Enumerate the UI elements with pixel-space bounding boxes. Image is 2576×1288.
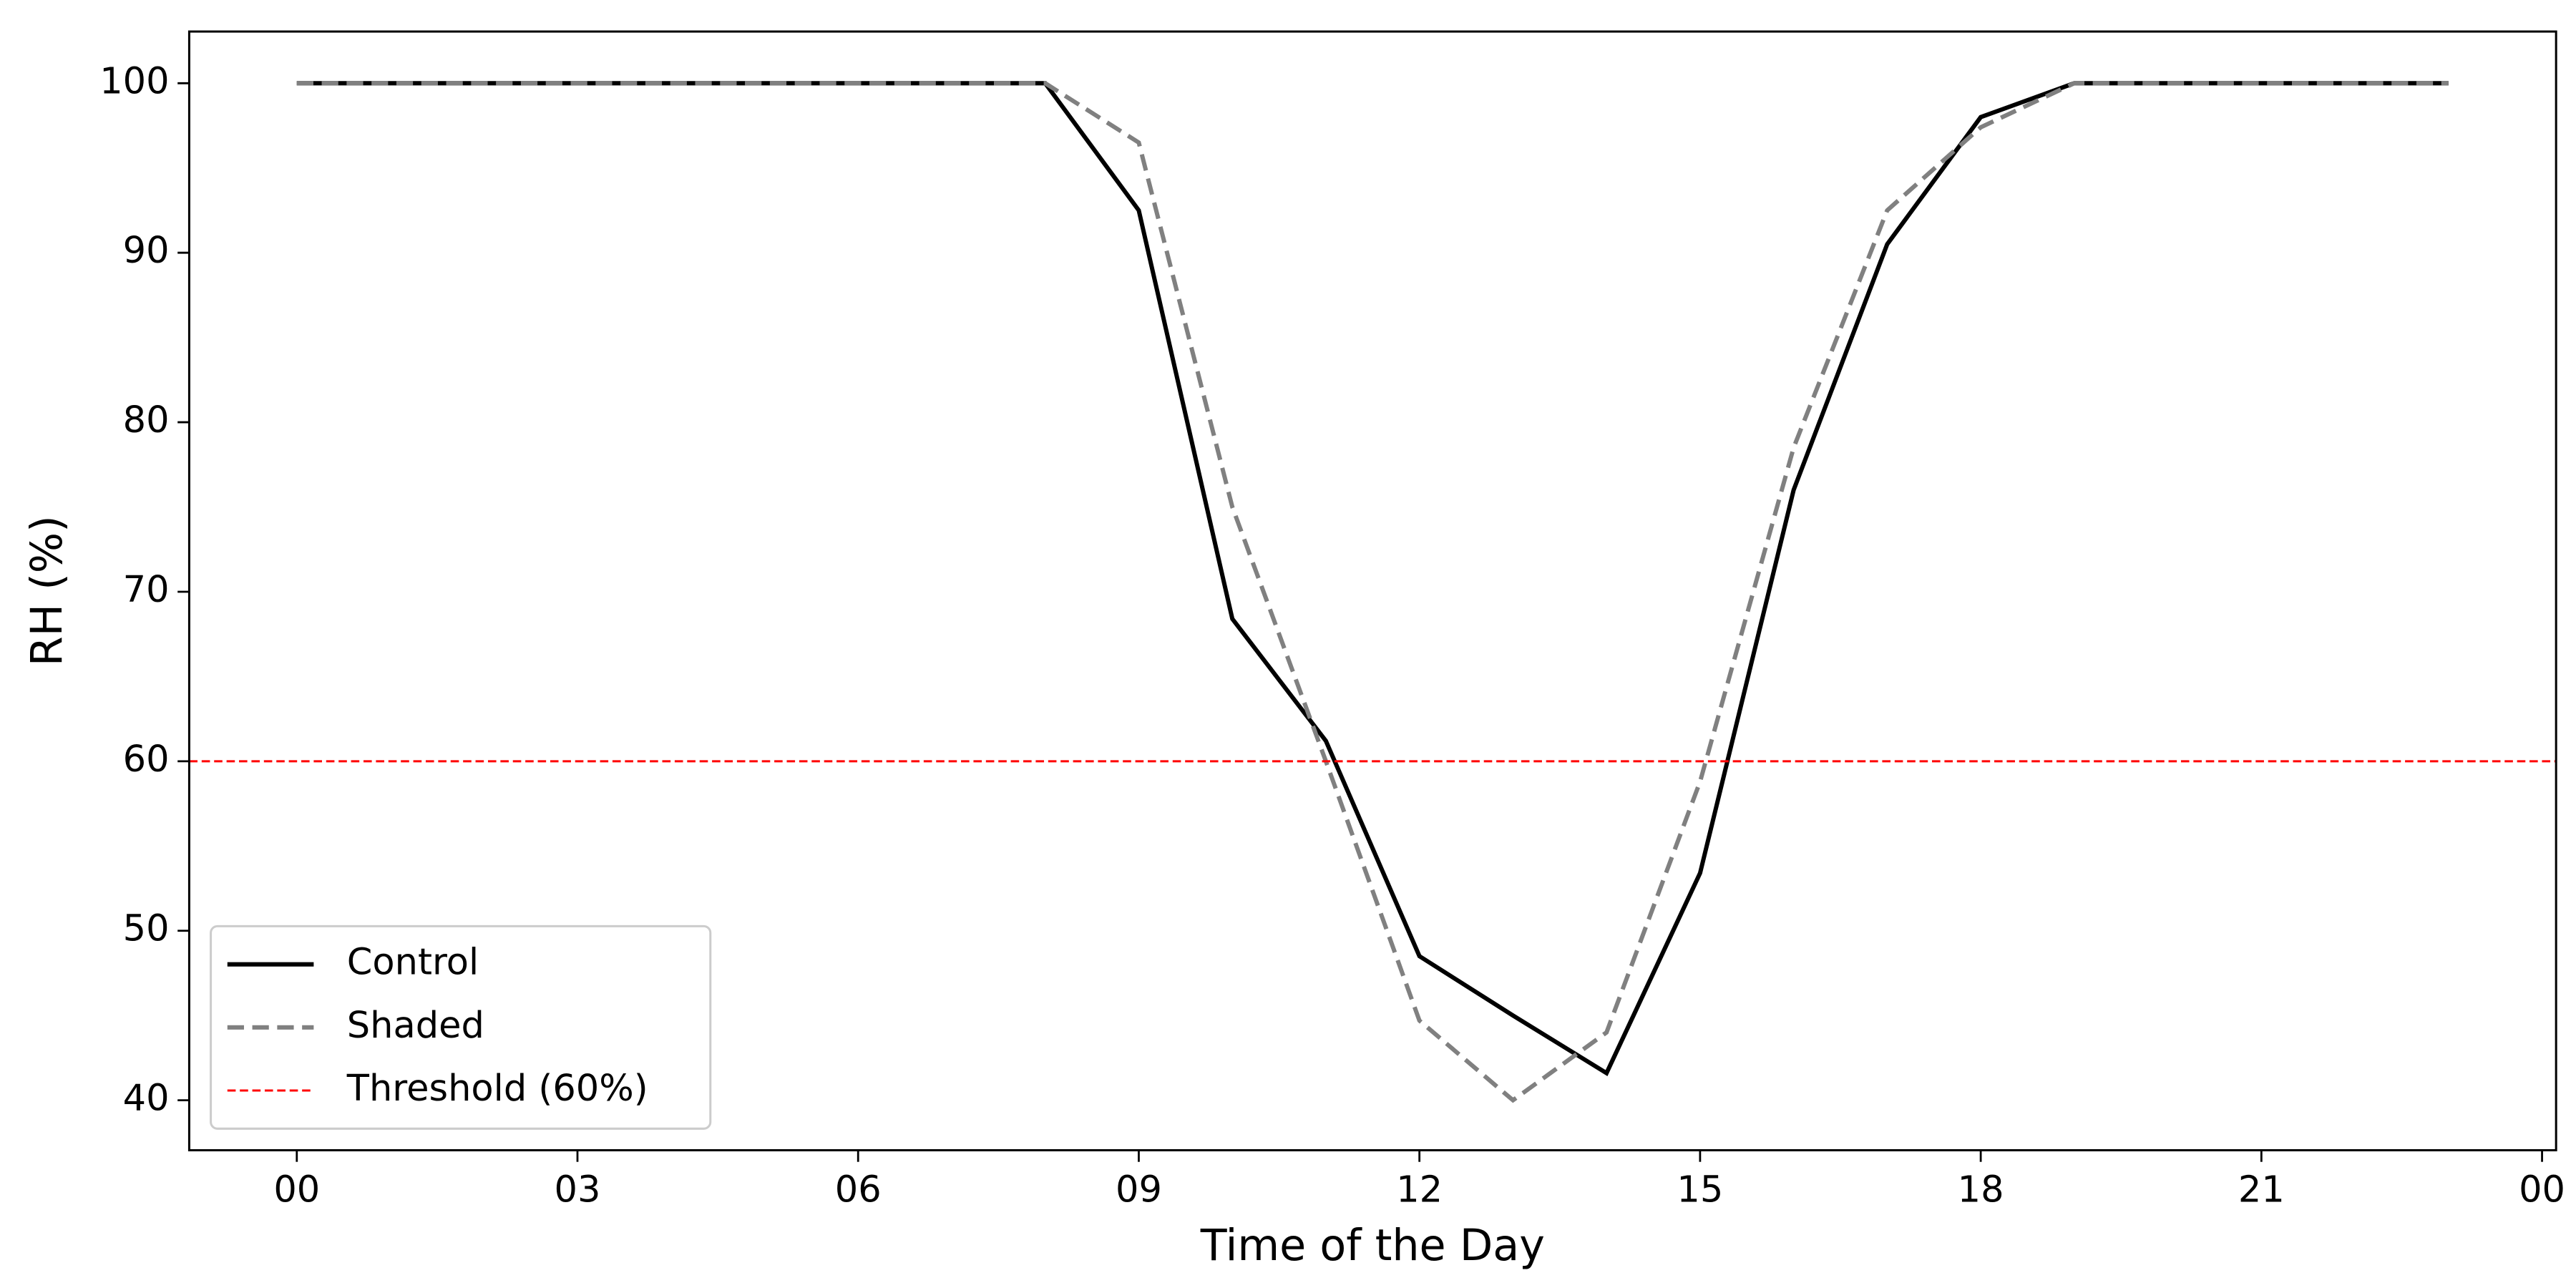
y-tick-label: 40 <box>123 1078 170 1120</box>
x-tick-label: 21 <box>2238 1169 2285 1211</box>
y-tick-label: 80 <box>123 399 170 441</box>
plot-frame <box>187 30 2557 1151</box>
x-tick-label: 15 <box>1677 1169 1723 1211</box>
y-tick-label: 60 <box>123 738 170 781</box>
x-tick-label: 12 <box>1396 1169 1443 1211</box>
line-series <box>296 81 2449 1103</box>
legend-box <box>210 924 712 1130</box>
legend-label: Shaded <box>347 1005 484 1047</box>
legend-label: Control <box>347 942 479 984</box>
legend-label: Threshold (60%) <box>346 1068 648 1110</box>
x-tick-label: 09 <box>1116 1169 1162 1211</box>
y-tick-label: 90 <box>123 230 170 272</box>
y-tick-label: 50 <box>123 908 170 950</box>
x-tick-label: 00 <box>273 1169 320 1211</box>
x-axis-label: Time of the Day <box>1200 1221 1545 1271</box>
x-tick-label: 18 <box>1958 1169 2004 1211</box>
x-tick-label: 06 <box>835 1169 882 1211</box>
x-tick-label: 00 <box>2519 1169 2565 1211</box>
x-tick-label: 03 <box>555 1169 601 1211</box>
line-series <box>296 81 2449 1077</box>
y-tick-label: 100 <box>99 60 169 102</box>
y-tick-label: 70 <box>123 569 170 611</box>
y-axis-label: RH (%) <box>22 515 72 666</box>
